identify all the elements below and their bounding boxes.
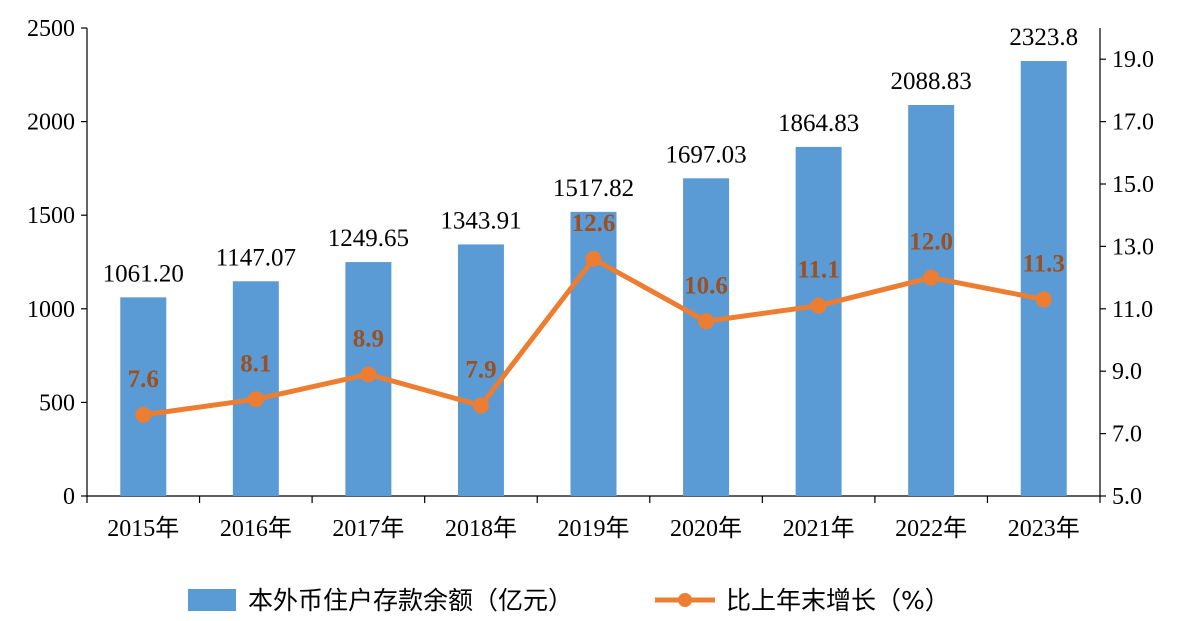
right-tick-label: 7.0: [1112, 422, 1142, 448]
bar-value-label: 1249.65: [328, 225, 409, 252]
left-tick-label: 2000: [27, 110, 75, 136]
right-tick-label: 5.0: [1112, 484, 1142, 510]
bar: [232, 281, 279, 496]
bar: [795, 146, 842, 497]
line-value-label: 8.9: [353, 325, 384, 352]
right-y-axis: 5.0 7.0 9.0 11.0 13.0 15.0 17.0 19.0: [1099, 28, 1154, 510]
line-series: 7.6 8.1 8.9 7.9 12.6 10.6 11.1 12.0 11.3: [128, 210, 1065, 423]
line-point: [135, 406, 152, 423]
right-tick-label: 11.0: [1112, 297, 1153, 323]
legend-swatch-bar: [188, 589, 236, 611]
line-point: [698, 313, 715, 330]
line-point: [247, 391, 264, 408]
bar-value-label: 1864.83: [778, 110, 859, 137]
line-point: [923, 269, 940, 286]
bar-value-label: 1061.20: [103, 260, 184, 287]
line-value-label: 12.6: [572, 210, 616, 237]
x-tick-label: 2015年: [107, 515, 179, 542]
x-tick-label: 2023年: [1008, 515, 1080, 542]
line-value-label: 12.0: [909, 229, 953, 256]
bar: [457, 244, 504, 496]
line-point: [1035, 291, 1052, 308]
x-tick-label: 2021年: [783, 515, 855, 542]
x-tick-label: 2016年: [220, 515, 292, 542]
x-tick-label: 2017年: [332, 515, 404, 542]
x-tick-label: 2018年: [445, 515, 517, 542]
left-tick-label: 500: [39, 390, 75, 416]
x-tick-label: 2020年: [670, 515, 742, 542]
line-point: [585, 250, 602, 267]
right-tick-label: 19.0: [1112, 47, 1154, 73]
line-value-label: 10.6: [684, 272, 728, 299]
line-point: [360, 366, 377, 383]
x-tick-label: 2022年: [895, 515, 967, 542]
line-point: [810, 297, 827, 314]
line-value-label: 11.3: [1023, 250, 1065, 277]
right-tick-label: 13.0: [1112, 234, 1154, 260]
line-value-label: 11.1: [797, 257, 839, 284]
bar-value-label: 2323.8: [1009, 24, 1078, 51]
bar-series: 1061.20 1147.07 1249.65 1343.91 1517.82 1697.…: [103, 24, 1078, 497]
legend: 本外币住户存款余额（亿元） 比上年末增长（%）: [188, 586, 950, 615]
line-point: [472, 397, 489, 414]
bar-value-label: 2088.83: [891, 68, 972, 95]
bar-value-label: 1343.91: [440, 207, 521, 234]
legend-label-line: 比上年末增长（%）: [726, 586, 950, 615]
left-tick-label: 2500: [27, 16, 75, 42]
right-tick-label: 17.0: [1112, 110, 1154, 136]
left-tick-label: 1000: [27, 297, 75, 323]
bar-value-label: 1697.03: [665, 141, 746, 168]
line-value-label: 7.6: [128, 366, 159, 393]
left-tick-label: 0: [63, 484, 75, 510]
left-tick-label: 1500: [27, 203, 75, 229]
bar: [683, 178, 730, 496]
bar: [120, 297, 167, 496]
bar-value-label: 1517.82: [553, 175, 634, 202]
bar: [1020, 60, 1067, 496]
left-y-axis: 0 500 1000 1500 2000 2500: [27, 16, 88, 510]
x-tick-label: 2019年: [558, 515, 630, 542]
bar: [908, 104, 955, 497]
legend-label-bar: 本外币住户存款余额（亿元）: [248, 586, 573, 615]
legend-swatch-marker: [678, 593, 692, 607]
line-value-label: 8.1: [240, 350, 271, 377]
x-axis: 2015年 2016年 2017年 2018年 2019年 2020年 2021年 2022年…: [86, 495, 1101, 542]
line-value-label: 7.9: [465, 357, 496, 384]
right-tick-label: 15.0: [1112, 172, 1154, 198]
bar-value-label: 1147.07: [216, 244, 296, 271]
right-tick-label: 9.0: [1112, 359, 1142, 385]
